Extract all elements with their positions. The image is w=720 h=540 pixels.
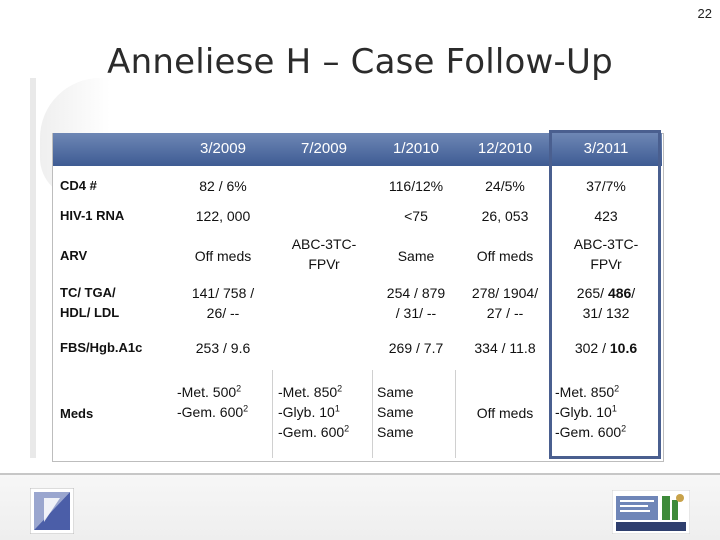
- meds-3-2009-line2: -Gem. 6002: [177, 403, 249, 420]
- meds-divider-2: [372, 370, 373, 458]
- header-3-2011: 3/2011: [583, 140, 629, 157]
- arv-7-2009: ABC-3TC- FPVr: [272, 234, 376, 274]
- meds-divider-3: [455, 370, 456, 458]
- arv-1-2010: Same: [397, 248, 435, 264]
- lipids-3-2009-line1: 141/ 758 /: [191, 285, 255, 301]
- row-label-meds: Meds: [60, 406, 94, 421]
- arizona-aetc-logo: [611, 489, 691, 539]
- header-7-2009: 7/2009: [301, 140, 347, 157]
- header-1-2010: 1/2010: [393, 140, 439, 157]
- arv-3-2011: ABC-3TC- FPVr: [552, 234, 660, 274]
- arv-3-2009: Off meds: [194, 248, 252, 264]
- row-label-arv: ARV: [60, 248, 88, 263]
- meds-7-2009-line2: -Glyb. 101: [278, 403, 340, 420]
- header-12-2010: 12/2010: [477, 140, 533, 157]
- meds-3-2011: -Met. 8502 -Glyb. 101 -Gem. 6002: [555, 382, 659, 442]
- arv-3-2011-line1: ABC-3TC-: [573, 236, 639, 252]
- table-header-band: [53, 133, 662, 166]
- slide-number: 22: [697, 6, 712, 21]
- meds-1-2010-line1: Same: [377, 384, 414, 400]
- lipids-3-2009-line2: 26/ --: [206, 305, 240, 321]
- rna-3-2009: 122, 000: [195, 208, 251, 224]
- row-label-hiv-rna: HIV-1 RNA: [60, 208, 125, 223]
- meds-3-2011-line3: -Gem. 6002: [555, 423, 627, 440]
- cd4-3-2011: 37/7%: [586, 178, 626, 194]
- lipids-3-2011-bold: 486: [607, 285, 632, 301]
- lipids-1-2010-line1: 254 / 879: [386, 285, 446, 301]
- cd4-12-2010: 24/5%: [485, 178, 525, 194]
- cd4-3-2009: 82 / 6%: [199, 178, 247, 194]
- meds-divider-1: [272, 370, 273, 458]
- rna-1-2010: <75: [404, 208, 428, 224]
- bottom-band: [0, 475, 720, 540]
- meds-3-2009: -Met. 5002 -Gem. 6002: [177, 382, 277, 422]
- lipids-12-2010-line1: 278/ 1904/: [471, 285, 539, 301]
- rna-12-2010: 26, 053: [481, 208, 529, 224]
- meds-7-2009-line1: -Met. 8502: [278, 383, 343, 400]
- bottom-rule: [0, 473, 720, 475]
- lipids-1-2010: 254 / 879 / 31/ --: [370, 283, 462, 323]
- meds-1-2010: Same Same Same: [377, 382, 457, 442]
- aids-ribbon-logo-icon: [29, 487, 75, 539]
- lipids-12-2010: 278/ 1904/ 27 / --: [455, 283, 555, 323]
- meds-7-2009: -Met. 8502 -Glyb. 101 -Gem. 6002: [278, 382, 374, 442]
- meds-3-2011-line1: -Met. 8502: [555, 383, 620, 400]
- meds-12-2010: Off meds: [476, 405, 534, 421]
- lipids-3-2011: 265/ 486/ 31/ 132: [552, 283, 660, 323]
- left-decor-bar: [30, 78, 36, 458]
- fbs-1-2010: 269 / 7.7: [388, 340, 444, 356]
- rna-3-2011: 423: [594, 208, 618, 224]
- row-label-lipids-line2: HDL/ LDL: [60, 305, 120, 320]
- arv-7-2009-line2: FPVr: [308, 256, 340, 272]
- fbs-3-2011: 302 / 10.6: [552, 338, 660, 358]
- lipids-3-2011-post: /: [631, 285, 636, 301]
- cd4-1-2010: 116/12%: [388, 178, 444, 194]
- header-3-2009: 3/2009: [200, 140, 246, 157]
- arv-7-2009-line1: ABC-3TC-: [291, 236, 357, 252]
- fbs-3-2009: 253 / 9.6: [195, 340, 251, 356]
- lipids-3-2009: 141/ 758 / 26/ --: [168, 283, 278, 323]
- arv-3-2011-line2: FPVr: [590, 256, 622, 272]
- row-label-lipids: TC/ TGA/ HDL/ LDL: [60, 283, 170, 323]
- row-label-cd4: CD4 #: [60, 178, 97, 193]
- row-label-lipids-line1: TC/ TGA/: [60, 285, 116, 300]
- lipids-3-2011-line1: 265/ 486/: [552, 283, 660, 303]
- table-frame: [52, 133, 664, 462]
- highlight-column-3-2011: [549, 130, 661, 459]
- lipids-12-2010-line2: 27 / --: [486, 305, 524, 321]
- fbs-3-2011-pre: 302 /: [574, 340, 610, 356]
- arv-12-2010: Off meds: [476, 248, 534, 264]
- lipids-1-2010-line2: / 31/ --: [395, 305, 437, 321]
- meds-3-2011-line2: -Glyb. 101: [555, 403, 617, 420]
- row-label-fbs: FBS/Hgb.A1c: [60, 340, 143, 355]
- lipids-3-2011-pre: 265/: [576, 285, 608, 301]
- slide-title: Anneliese H – Case Follow-Up: [107, 42, 613, 82]
- fbs-12-2010: 334 / 11.8: [474, 340, 536, 356]
- meds-7-2009-line3: -Gem. 6002: [278, 423, 350, 440]
- meds-1-2010-line2: Same: [377, 404, 414, 420]
- lipids-3-2011-line2: 31/ 132: [582, 305, 630, 321]
- fbs-3-2011-bold: 10.6: [609, 340, 638, 356]
- meds-3-2009-line1: -Met. 5002: [177, 383, 242, 400]
- meds-1-2010-line3: Same: [377, 424, 414, 440]
